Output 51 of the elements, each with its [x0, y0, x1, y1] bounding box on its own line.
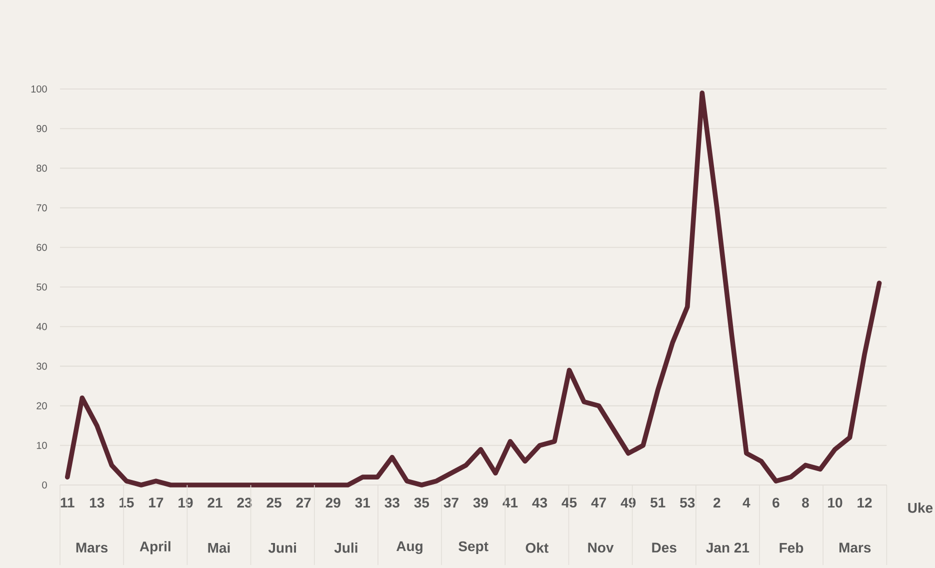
y-tick-label: 0 — [42, 481, 47, 489]
y-tick-label: 50 — [36, 283, 47, 291]
y-tick-label: 20 — [36, 402, 47, 410]
x-tick-label: 29 — [326, 498, 340, 508]
text: Mars — [76, 542, 108, 553]
x-tick-label: 41 — [502, 498, 518, 508]
x-tick-label: 53 — [680, 498, 695, 508]
x-tick-label: 13 — [90, 498, 104, 508]
text: Mai — [208, 542, 230, 553]
text: Des — [652, 542, 676, 553]
text: Juli — [334, 542, 358, 553]
text: April — [140, 541, 170, 554]
x-tick-label: 8 — [802, 498, 809, 508]
text: Okt — [526, 542, 548, 553]
x-tick-label: 4 — [742, 498, 750, 508]
x-tick-label: 33 — [384, 498, 400, 508]
text: Aug — [396, 541, 422, 554]
text: Mars — [839, 542, 871, 553]
x-tick-label: 12 — [858, 498, 872, 508]
x-tick-label: 27 — [296, 498, 311, 508]
x-tick-label: 21 — [208, 498, 222, 508]
x-tick-label: 25 — [266, 498, 282, 508]
y-tick-label: 90 — [36, 125, 47, 132]
text: Nov — [588, 542, 614, 553]
y-tick-label: 40 — [36, 323, 47, 330]
y-tick-label: 70 — [36, 204, 47, 212]
text: Jan 21 — [706, 542, 750, 553]
x-tick-label: 51 — [650, 498, 666, 508]
x-tick-label: 43 — [532, 498, 548, 508]
x-tick-label: 37 — [444, 498, 458, 508]
text: Juni — [268, 542, 296, 553]
y-tick-label: 100 — [31, 85, 47, 93]
x-tick-label: 35 — [414, 498, 430, 508]
x-tick-label: 10 — [828, 498, 842, 508]
x-tick-label: 17 — [149, 498, 164, 508]
x-tick-label: 47 — [591, 498, 606, 508]
x-tick-label: 49 — [620, 498, 636, 508]
x-tick-label: 19 — [178, 498, 193, 508]
text: Sept — [458, 541, 488, 554]
y-tick-label: 10 — [36, 442, 47, 449]
x-tick-label: 45 — [562, 498, 577, 508]
y-tick-label: 60 — [36, 244, 47, 251]
x-tick-label: 6 — [772, 498, 780, 508]
y-tick-label: 30 — [36, 362, 47, 370]
text: Feb — [780, 542, 804, 553]
y-tick-label: 80 — [36, 164, 47, 172]
x-tick-label: 31 — [355, 498, 370, 508]
x-tick-label: 2 — [713, 498, 720, 508]
x-tick-label: 39 — [473, 498, 488, 508]
x-tick-label: 11 — [60, 498, 74, 508]
x-axis-title: Uke — [908, 502, 933, 513]
